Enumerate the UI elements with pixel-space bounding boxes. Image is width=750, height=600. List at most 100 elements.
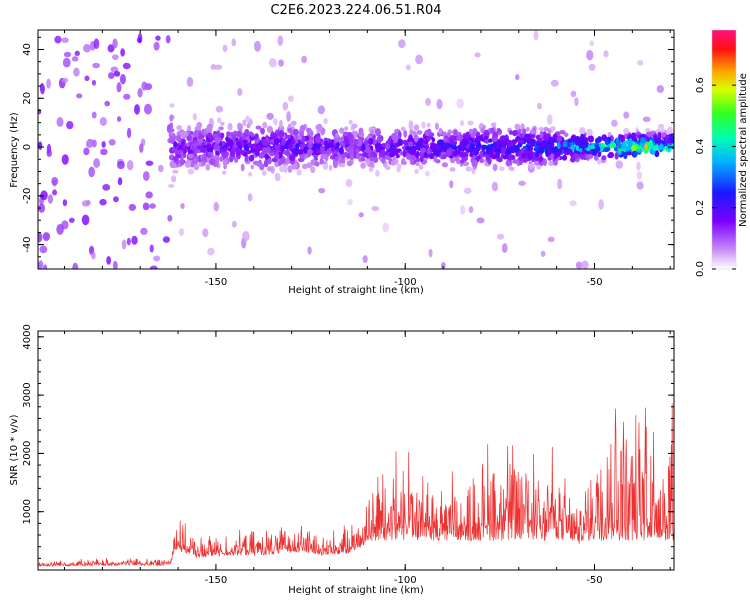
spectrogram-cell: [62, 57, 71, 68]
spectrogram-cell: [209, 158, 216, 166]
spectrogram-cell: [220, 121, 225, 126]
spectrogram-cell: [286, 111, 291, 122]
spectrogram-cell: [358, 212, 364, 218]
spectrogram-cell: [656, 85, 664, 94]
spectrogram-cell: [642, 116, 651, 123]
spectrogram-cell: [666, 128, 670, 135]
spectrogram-cell: [431, 137, 436, 143]
spectrogram-cell: [446, 132, 451, 138]
spectrogram-cell: [615, 137, 620, 145]
spectrogram-cell: [492, 136, 498, 143]
spectrogram-cell: [175, 153, 182, 159]
spectrogram-cell: [355, 153, 360, 160]
spectrogram-cell: [521, 128, 527, 135]
spectrogram-cell: [123, 93, 131, 100]
spectrogram-cell: [597, 159, 602, 165]
spectrogram-cell: [274, 161, 279, 168]
spectrogram-cell: [231, 38, 237, 47]
spectrogram-cell: [167, 214, 173, 222]
spectrogram-cell: [501, 146, 506, 155]
spectrogram-cell: [360, 157, 366, 162]
spectrogram-cell: [361, 143, 366, 151]
spectrogram-cell: [346, 160, 353, 167]
spectrogram-cell: [113, 196, 119, 203]
spectrogram-cell: [591, 148, 598, 156]
spectrogram-cell: [485, 154, 490, 161]
spectrogram-cell: [81, 214, 90, 226]
spectrogram-cell: [267, 158, 272, 165]
spectrogram-cell: [569, 200, 577, 207]
spectrogram-cell: [537, 137, 543, 143]
spectrogram-cell: [413, 124, 420, 131]
spectrogram-cell: [453, 150, 458, 157]
spectrogram-cell: [339, 127, 345, 134]
spectrogram-cell: [472, 127, 478, 134]
spectrogram-cell: [182, 149, 187, 154]
spectrogram-cell: [119, 73, 126, 85]
spectrogram-cell: [460, 119, 464, 127]
spectrogram-cell: [586, 50, 594, 61]
spectrogram-cell: [40, 190, 48, 201]
spectrogram-cell: [111, 54, 119, 61]
spectrogram-cell: [360, 162, 367, 169]
spectrogram-cell: [426, 122, 431, 128]
spectrogram-cell: [623, 127, 630, 134]
spectrogram-cell: [339, 163, 346, 168]
spectrogram-cell: [621, 143, 627, 150]
spectrogram-cell: [140, 227, 148, 235]
spectrogram-cell: [667, 143, 671, 150]
spectrogram-cell: [274, 143, 281, 151]
spectrogram-cell: [553, 160, 558, 166]
spectrogram-cell: [165, 35, 171, 44]
spectrogram-cell: [210, 64, 217, 71]
spectrogram-cell: [250, 164, 255, 170]
spectrogram-cell: [586, 128, 593, 137]
spectrogram-cell: [409, 129, 414, 135]
spectrogram-cell: [418, 138, 425, 143]
snr-y-ticks: 1000 2000 3000 4000: [22, 324, 674, 559]
spectrogram-cell: [405, 146, 411, 151]
spectrogram-cell: [508, 165, 513, 171]
spectrogram-cell: [538, 156, 544, 161]
spectrogram-cell: [441, 154, 447, 160]
snr-x-tick-label: -150: [205, 575, 228, 586]
spectrogram-cell: [369, 161, 375, 168]
spectrogram-cell: [572, 138, 577, 143]
spectrogram-cell: [172, 169, 179, 174]
spectrogram-cell: [108, 138, 116, 146]
spectrogram-cell: [177, 149, 183, 155]
snr-y-tick-label: 4000: [22, 324, 33, 349]
spectrogram-cell: [278, 59, 284, 67]
spectrogram-cell: [171, 175, 177, 183]
spectrogram-cell: [209, 134, 214, 142]
spectrogram-cell: [548, 136, 554, 143]
spectrogram-cell: [588, 63, 596, 71]
spectrogram-cell: [126, 160, 134, 171]
spectrogram-cell: [550, 79, 559, 87]
spectrogram-cell: [236, 122, 242, 129]
spectrogram-cell: [522, 158, 528, 163]
spectrogram-cell: [523, 149, 531, 154]
spectrogram-cell: [423, 139, 429, 145]
spectrogram-cell: [290, 120, 297, 126]
spectrogram-cell: [318, 187, 326, 194]
spectrogram-cell: [136, 37, 143, 43]
spectrogram-cell: [153, 255, 161, 262]
spectrogram-cell: [358, 127, 364, 134]
spectrogram-cell: [260, 127, 265, 135]
spectrogram-cell: [134, 104, 140, 115]
spectrogram-cell: [246, 123, 251, 129]
spectrogram-cell: [254, 133, 258, 141]
spectrogram-cell: [222, 158, 228, 167]
spectrogram-cell: [303, 146, 307, 154]
spectrogram-cell: [499, 166, 505, 171]
spectrogram-cell: [644, 144, 649, 150]
spectrogram-x-ticks: -150 -100 -50: [64, 30, 671, 288]
spectrogram-cell: [145, 191, 153, 199]
spectrogram-cell: [335, 142, 340, 149]
spectrogram-cell: [490, 122, 496, 127]
spectrogram-cell: [385, 155, 391, 161]
spectrogram-cell: [444, 142, 449, 149]
spectrogram-cell: [459, 152, 465, 157]
spectrogram-cell: [178, 228, 185, 237]
